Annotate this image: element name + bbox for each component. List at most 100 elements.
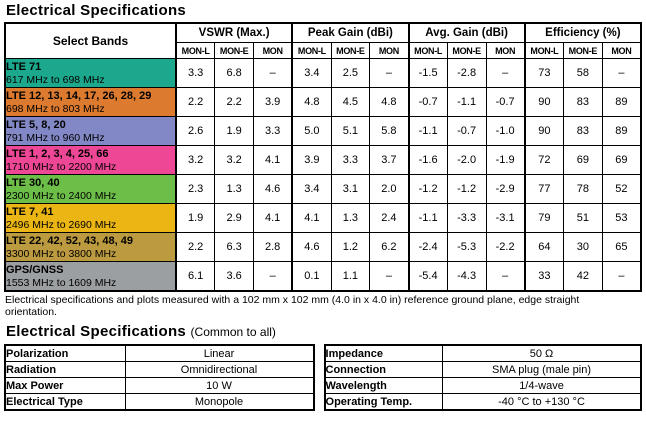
- spec-label: Connection: [324, 361, 444, 378]
- value-cell: -0.7: [407, 87, 448, 117]
- subheader-row: MON-L MON-E MON MON-L MON-E MON MON-L MON-E MON M…: [5, 42, 642, 59]
- value-cell: -0.7: [446, 116, 487, 146]
- value-cell: -5.4: [407, 261, 448, 292]
- value-cell: 3.7: [369, 145, 409, 175]
- value-cell: -1.6: [407, 145, 448, 175]
- table-row: LTE 5, 8, 20 791 MHz to 960 MHz 2.6 1.9 3.3 5…: [4, 116, 642, 146]
- value-cell: 1.9: [175, 203, 216, 233]
- spec-label: Operating Temp.: [324, 393, 444, 411]
- value-cell: -2.0: [446, 145, 487, 175]
- datasheet-page: Electrical Specifications Select Bands V…: [4, 2, 642, 411]
- page-title: Electrical Specifications: [6, 2, 187, 19]
- common-section-title-main: Electrical Specifications: [6, 323, 187, 340]
- table-body: LTE 71 617 MHz to 698 MHz 3.3 6.8–3.4 2.5– -1…: [4, 58, 642, 292]
- spec-value: 10 W: [124, 377, 315, 394]
- value-cell: 0.1: [291, 261, 332, 292]
- value-cell: -2.4: [407, 232, 448, 262]
- band-cell: LTE 7, 41 2496 MHz to 2690 MHz: [4, 203, 177, 233]
- value-cell: -1.1: [407, 203, 448, 233]
- value-cell: –: [601, 58, 642, 88]
- band-range: 2496 MHz to 2690 MHz: [6, 218, 117, 231]
- value-cell: 2.9: [214, 203, 254, 233]
- value-cell: 1.2: [330, 232, 371, 262]
- value-cell: 90: [523, 87, 564, 117]
- value-cell: -1.2: [446, 174, 487, 204]
- value-cell: 30: [563, 232, 603, 262]
- band-cell: LTE 12, 13, 14, 17, 26, 28, 29 698 MHz to…: [4, 87, 177, 117]
- value-cell: 3.2: [175, 145, 216, 175]
- common-specs-table-right: Impedance 50 Ω Connection SMA plug (male pi…: [323, 344, 642, 411]
- value-cell: -1.0: [485, 116, 526, 146]
- value-cell: 90: [523, 116, 564, 146]
- value-cell: –: [369, 58, 409, 88]
- value-cell: 2.2: [175, 87, 216, 117]
- subcol-header: MON: [369, 42, 409, 59]
- band-cell: LTE 1, 2, 3, 4, 25, 66 1710 MHz to 2200 M…: [4, 145, 177, 175]
- subcol-header: MON-E: [563, 42, 603, 59]
- value-cell: -5.3: [446, 232, 487, 262]
- value-cell: 1.9: [214, 116, 254, 146]
- value-cell: 4.6: [291, 232, 332, 262]
- value-cell: 33: [523, 261, 564, 292]
- value-cell: -2.2: [485, 232, 526, 262]
- value-cell: –: [253, 58, 293, 88]
- value-cell: 1.3: [330, 203, 371, 233]
- spec-row: Connection SMA plug (male pin): [324, 361, 642, 378]
- spec-value: Monopole: [124, 393, 315, 411]
- common-specs-table-left: Polarization Linear Radiation Omnidirection…: [4, 344, 315, 411]
- value-cell: –: [601, 261, 642, 292]
- subcol-header: MON-E: [446, 42, 487, 59]
- value-cell: 64: [523, 232, 564, 262]
- value-cell: 3.2: [214, 145, 254, 175]
- subcol-header: MON: [601, 42, 642, 59]
- spec-value: 50 Ω: [442, 344, 642, 362]
- value-cell: –: [253, 261, 293, 292]
- value-cell: –: [485, 261, 526, 292]
- value-cell: 2.6: [175, 116, 216, 146]
- value-cell: 52: [601, 174, 642, 204]
- band-range: 791 MHz to 960 MHz: [6, 131, 105, 144]
- value-cell: 73: [523, 58, 564, 88]
- value-cell: 4.5: [330, 87, 371, 117]
- value-cell: 4.6: [253, 174, 293, 204]
- value-cell: -3.3: [446, 203, 487, 233]
- value-cell: 5.0: [291, 116, 332, 146]
- band-name: LTE 71: [6, 60, 42, 73]
- spec-row: Polarization Linear: [4, 344, 315, 362]
- value-cell: -1.1: [446, 87, 487, 117]
- value-cell: 4.1: [253, 145, 293, 175]
- subcol-header: MON-L: [523, 42, 564, 59]
- value-cell: 2.2: [175, 232, 216, 262]
- group-header-avg-gain: Avg. Gain (dBi): [407, 22, 526, 43]
- spec-label: Electrical Type: [4, 393, 126, 411]
- spec-value: Linear: [124, 344, 315, 362]
- spec-value: SMA plug (male pin): [442, 361, 642, 378]
- subcol-header: MON-L: [175, 42, 216, 59]
- value-cell: 77: [523, 174, 564, 204]
- band-range: 1553 MHz to 1609 MHz: [6, 276, 117, 289]
- value-cell: 69: [563, 145, 603, 175]
- spec-label: Wavelength: [324, 377, 444, 394]
- value-cell: -4.3: [446, 261, 487, 292]
- spec-label: Max Power: [4, 377, 126, 394]
- subcol-header: MON: [485, 42, 526, 59]
- band-cell: GPS/GNSS 1553 MHz to 1609 MHz: [4, 261, 177, 292]
- subcol-header: MON: [253, 42, 293, 59]
- value-cell: 2.2: [214, 87, 254, 117]
- common-section-title: Electrical Specifications (Common to all…: [6, 323, 642, 340]
- value-cell: -0.7: [485, 87, 526, 117]
- table-row: LTE 7, 41 2496 MHz to 2690 MHz 1.9 2.9 4.1 4.…: [4, 203, 642, 233]
- band-cell: LTE 5, 8, 20 791 MHz to 960 MHz: [4, 116, 177, 146]
- spec-label: Polarization: [4, 344, 126, 362]
- value-cell: 42: [563, 261, 603, 292]
- group-header-peak-gain: Peak Gain (dBi): [291, 22, 410, 43]
- value-cell: 3.9: [253, 87, 293, 117]
- spec-row: Wavelength 1/4-wave: [324, 377, 642, 394]
- measurement-note: Electrical specifications and plots meas…: [5, 294, 580, 318]
- value-cell: 51: [563, 203, 603, 233]
- subcol-header: MON-L: [407, 42, 448, 59]
- table-row: LTE 1, 2, 3, 4, 25, 66 1710 MHz to 2200 M…: [4, 145, 642, 175]
- value-cell: 69: [601, 145, 642, 175]
- value-cell: 2.3: [175, 174, 216, 204]
- table-row: LTE 12, 13, 14, 17, 26, 28, 29 698 MHz to…: [4, 87, 642, 117]
